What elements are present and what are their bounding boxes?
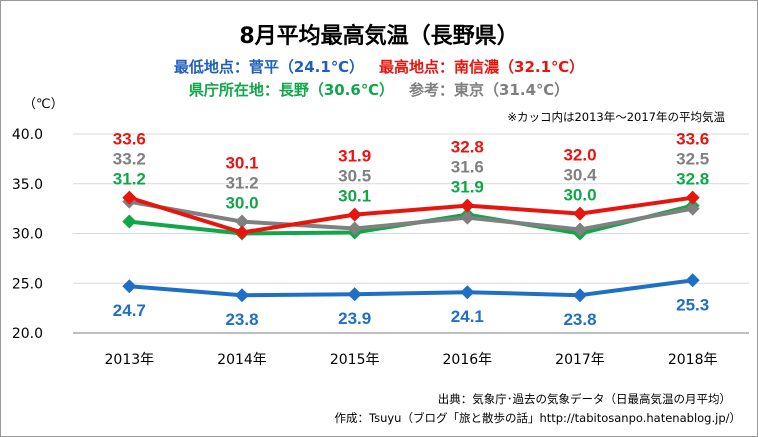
series-marker-tokyo <box>347 221 362 236</box>
data-label-tokyo: 33.2 <box>113 150 146 169</box>
y-tick-label: 25.0 <box>12 276 43 292</box>
series-marker-nagano <box>122 214 137 229</box>
series-lines <box>128 195 694 298</box>
source-note: 出典：気象庁･過去の気象データ（日最高気温の月平均） <box>438 392 731 406</box>
data-label-nagano: 32.8 <box>676 170 709 189</box>
series-marker-tokyo <box>573 222 587 237</box>
x-tick-label: 2017年 <box>555 352 605 368</box>
series-marker-sugadaira <box>685 273 700 288</box>
x-tick-label: 2014年 <box>217 352 267 368</box>
data-label-tokyo: 31.6 <box>451 158 484 177</box>
data-label-sugadaira: 24.1 <box>451 307 484 326</box>
series-marker-sugadaira <box>347 287 362 302</box>
series-marker-tokyo <box>235 214 249 229</box>
axis-ticks: 20.0 25.0 30.0 35.0 40.0 2013年 2014年 2015年 2016年… <box>12 127 718 368</box>
data-labels: 33.633.231.230.131.230.031.930.530.132.8… <box>113 130 709 330</box>
series-marker-sugadaira <box>460 285 475 300</box>
subtitle-segment: 参考：東京（31.4℃） <box>394 81 569 99</box>
author-note: 作成：Tsuyu（ブログ「旅と散歩の話」http://tabitosanpo.h… <box>334 411 741 425</box>
data-label-nagano: 31.2 <box>113 170 146 189</box>
subtitle-segment: 最低地点：菅平（24.1℃） <box>174 58 364 76</box>
period-note: ※カッコ内は2013年～2017年の平均気温 <box>507 110 725 124</box>
subtitle-segment: 最高地点：南信濃（32.1℃） <box>364 58 584 76</box>
series-marker-minamishinano <box>685 190 700 205</box>
y-tick-label: 35.0 <box>12 177 43 193</box>
series-marker-minamishinano <box>122 190 137 205</box>
series-marker-tokyo <box>685 201 700 216</box>
series-marker-minamishinano <box>347 207 362 222</box>
gridlines <box>73 133 749 334</box>
series-line-minamishinano <box>128 195 693 235</box>
data-label-sugadaira: 24.7 <box>113 301 146 320</box>
series-marker-sugadaira <box>573 288 587 303</box>
subtitle-line-1: 最低地点：菅平（24.1℃） 最高地点：南信濃（32.1℃） <box>174 58 584 76</box>
data-label-nagano: 30.0 <box>225 194 258 213</box>
series-marker-minamishinano <box>235 225 249 240</box>
series-line-tokyo <box>128 199 694 232</box>
data-label-nagano: 30.1 <box>338 187 371 206</box>
data-label-sugadaira: 25.3 <box>676 295 709 314</box>
series-marker-tokyo <box>460 210 475 225</box>
series-marker-minamishinano <box>460 198 475 213</box>
x-tick-label: 2018年 <box>668 352 718 368</box>
y-tick-label: 20.0 <box>12 326 43 342</box>
data-label-minamishinano: 30.1 <box>225 154 258 173</box>
series-marker-sugadaira <box>235 288 249 303</box>
data-label-sugadaira: 23.9 <box>338 309 371 328</box>
data-label-minamishinano: 33.6 <box>676 130 709 149</box>
series-markers <box>122 190 700 303</box>
series-marker-sugadaira <box>122 279 137 294</box>
series-marker-minamishinano <box>573 206 587 221</box>
data-label-nagano: 30.0 <box>563 186 596 205</box>
x-tick-label: 2013年 <box>105 352 155 368</box>
chart-title: 8月平均最高気温（長野県） <box>239 23 518 49</box>
y-axis-unit-label: （℃） <box>23 97 64 112</box>
data-label-tokyo: 30.5 <box>338 167 371 186</box>
data-label-minamishinano: 33.6 <box>113 130 146 149</box>
data-label-sugadaira: 23.8 <box>563 310 596 329</box>
y-tick-label: 30.0 <box>12 227 43 243</box>
data-label-minamishinano: 32.8 <box>451 138 484 157</box>
series-line-sugadaira <box>129 278 693 298</box>
data-label-minamishinano: 32.0 <box>563 146 596 165</box>
x-tick-label: 2016年 <box>443 352 493 368</box>
data-label-tokyo: 31.2 <box>225 174 258 193</box>
data-label-sugadaira: 23.8 <box>225 310 258 329</box>
data-label-tokyo: 30.4 <box>563 166 597 185</box>
x-tick-label: 2015年 <box>330 352 380 368</box>
data-label-minamishinano: 31.9 <box>338 147 371 166</box>
subtitle-line-2: 県庁所在地：長野（30.6℃） 参考：東京（31.4℃） <box>189 81 569 99</box>
data-label-nagano: 31.9 <box>451 178 484 197</box>
subtitle-segment: 県庁所在地：長野（30.6℃） <box>189 81 394 99</box>
data-label-tokyo: 32.5 <box>676 150 709 169</box>
y-tick-label: 40.0 <box>12 127 43 143</box>
